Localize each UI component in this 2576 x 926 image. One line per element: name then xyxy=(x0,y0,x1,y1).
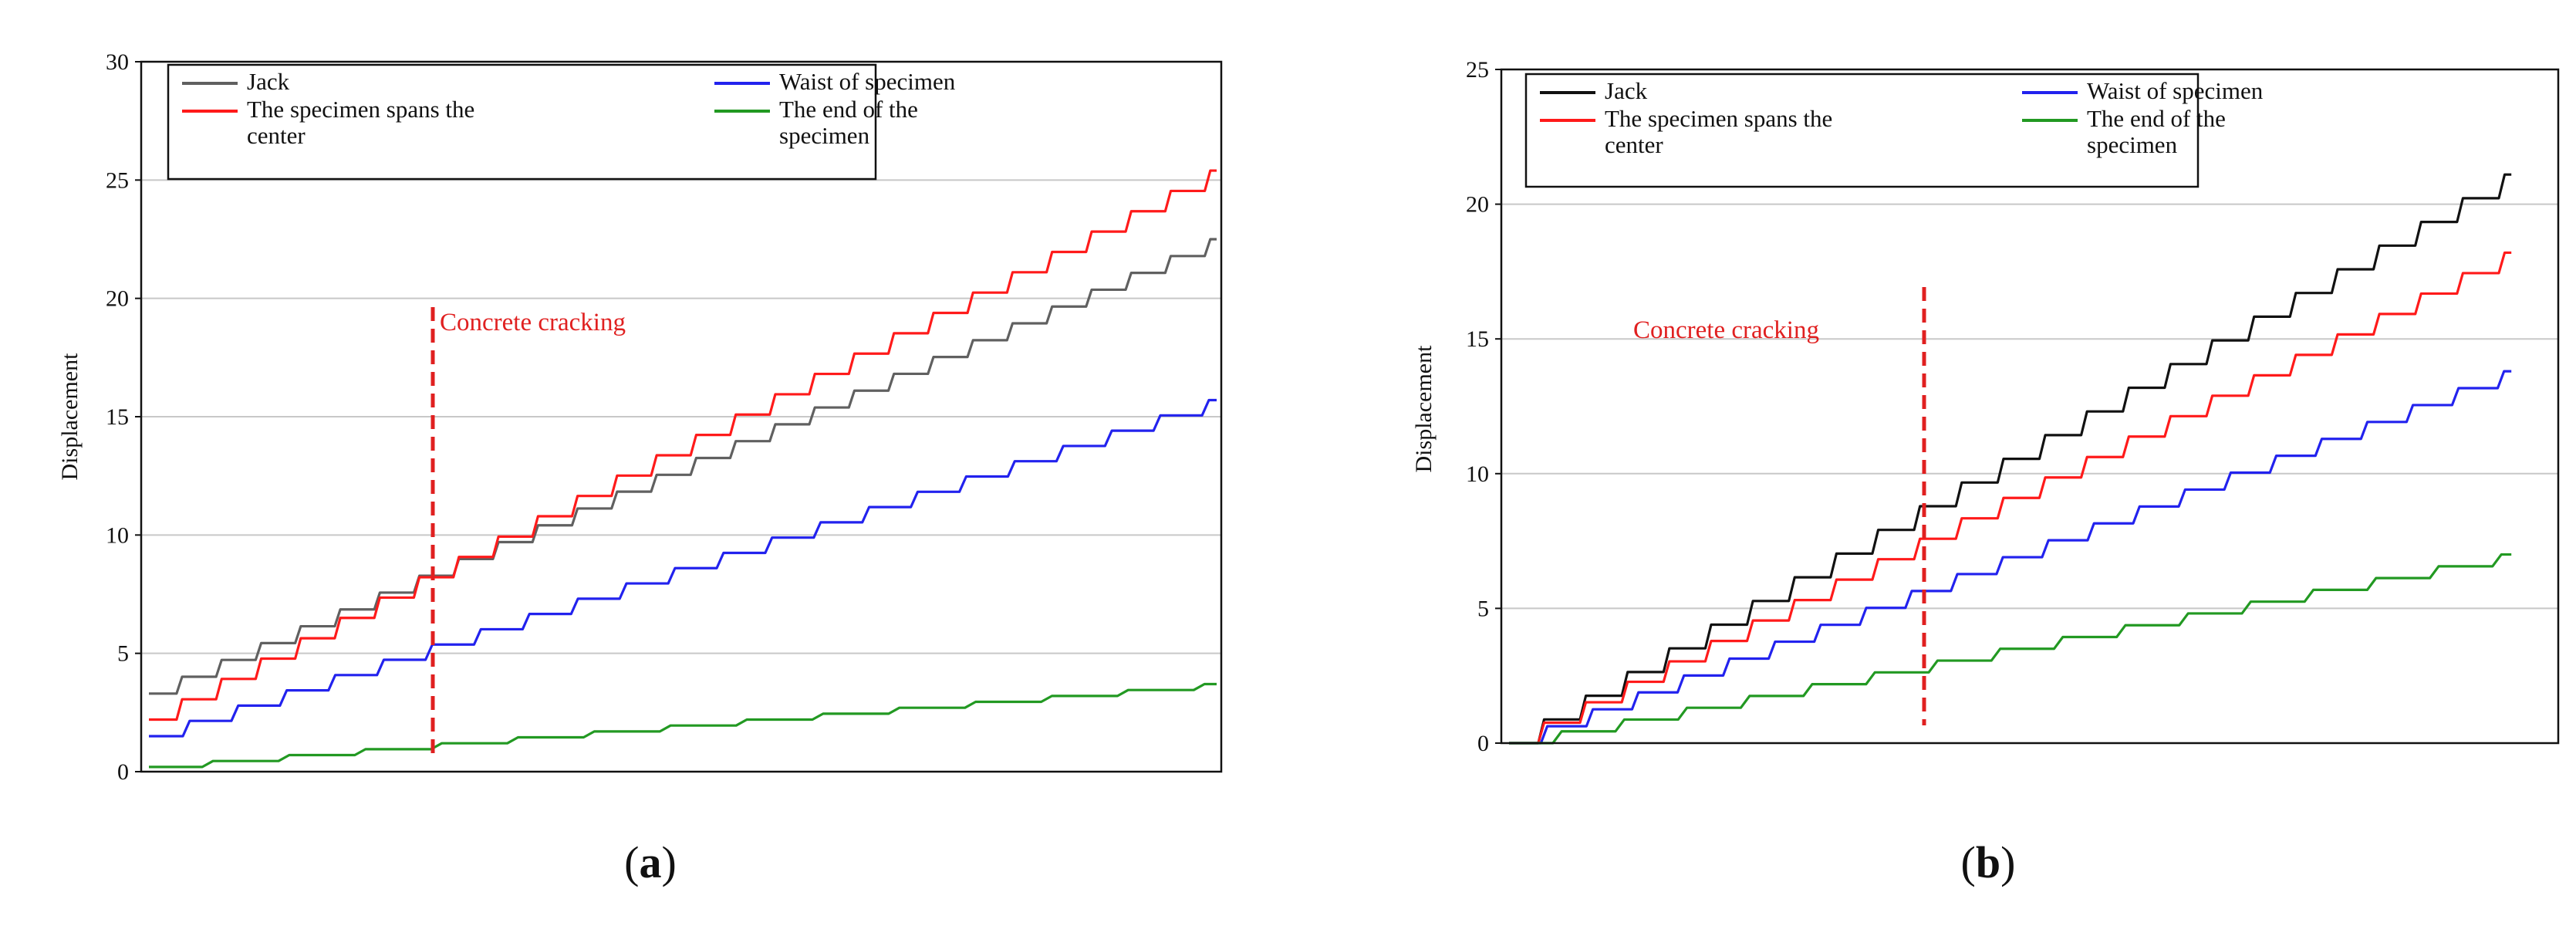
legend-label-center-a: The specimen spans the center xyxy=(247,96,474,149)
y-tick-label: 25 xyxy=(106,167,129,193)
grid-lines-a xyxy=(141,179,1221,654)
legend-label-line: The end of the xyxy=(2087,105,2226,132)
series-line-the-end-of-the-specimen xyxy=(1509,553,2512,745)
y-tick-label: 15 xyxy=(1466,326,1489,352)
series-line-jack xyxy=(149,238,1217,695)
cracking-annotation-a: Concrete cracking xyxy=(440,309,626,336)
legend-b: Jack The specimen spans the center Waist … xyxy=(1524,73,2264,188)
caption-letter-b: b xyxy=(1976,837,2000,887)
y-tick-label: 5 xyxy=(117,641,129,667)
legend-label-center-b: The specimen spans the center xyxy=(1605,105,1832,158)
y-tick-label: 30 xyxy=(106,49,129,75)
legend-label-waist-b: Waist of specimen xyxy=(2087,77,2264,104)
legend-label-line: specimen xyxy=(779,122,870,149)
panel-a: Concrete cracking 0 5 10 15 20 25 30 Displacem… xyxy=(57,49,1223,887)
y-axis-label-a: Displacement xyxy=(57,353,83,481)
legend-label-end-b: The end of the specimen xyxy=(2087,105,2226,158)
series-lines-b xyxy=(1509,173,2512,745)
y-tick-label: 0 xyxy=(1477,731,1489,756)
y-tick-label: 10 xyxy=(106,522,129,548)
caption-close-a: ) xyxy=(662,837,677,887)
series-line-the-specimen-spans-the-center xyxy=(149,169,1217,722)
legend-label-end-a: The end of the specimen xyxy=(779,96,918,149)
legend-label-line: The specimen spans the xyxy=(1605,105,1832,132)
panel-caption-b: (b) xyxy=(1961,837,2016,887)
legend-label-jack-a: Jack xyxy=(247,68,290,95)
grid-lines-b xyxy=(1501,203,2558,610)
legend-a: Jack The specimen spans the center Waist … xyxy=(167,63,956,181)
caption-open-a: ( xyxy=(624,837,639,887)
y-tick-label: 20 xyxy=(1466,192,1489,218)
series-lines-a xyxy=(149,169,1217,769)
cracking-annotation-b: Concrete cracking xyxy=(1633,316,1819,344)
y-tick-label: 5 xyxy=(1477,596,1489,621)
series-line-waist-of-specimen xyxy=(149,398,1217,738)
panel-b: Concrete cracking 0 5 10 15 20 25 Displacemen… xyxy=(1411,57,2560,887)
legend-label-line: center xyxy=(1605,131,1663,158)
series-line-the-end-of-the-specimen xyxy=(149,682,1217,769)
series-line-jack xyxy=(1509,173,2512,745)
legend-label-line: The end of the xyxy=(779,96,918,123)
panel-caption-a: (a) xyxy=(624,837,677,887)
series-line-waist-of-specimen xyxy=(1509,370,2512,745)
legend-label-line: specimen xyxy=(2087,131,2178,158)
y-tick-label: 20 xyxy=(106,286,129,312)
legend-label-line: center xyxy=(247,122,306,149)
series-line-the-specimen-spans-the-center xyxy=(1509,251,2512,745)
caption-close-b: ) xyxy=(2000,837,2015,887)
y-ticks-a: 0 5 10 15 20 25 30 xyxy=(106,49,141,785)
y-tick-label: 15 xyxy=(106,404,129,430)
plot-frame-b xyxy=(1500,68,2560,745)
caption-open-b: ( xyxy=(1961,837,1976,887)
legend-label-line: The specimen spans the xyxy=(247,96,474,123)
y-tick-label: 10 xyxy=(1466,461,1489,487)
legend-label-jack-b: Jack xyxy=(1605,77,1648,104)
y-ticks-b: 0 5 10 15 20 25 xyxy=(1466,57,1501,756)
y-tick-label: 0 xyxy=(117,759,129,785)
legend-label-waist-a: Waist of specimen xyxy=(779,68,956,95)
y-axis-label-b: Displacement xyxy=(1411,345,1437,473)
legend-box-b xyxy=(1524,73,2200,188)
y-tick-label: 25 xyxy=(1466,57,1489,83)
caption-letter-a: a xyxy=(640,837,662,887)
